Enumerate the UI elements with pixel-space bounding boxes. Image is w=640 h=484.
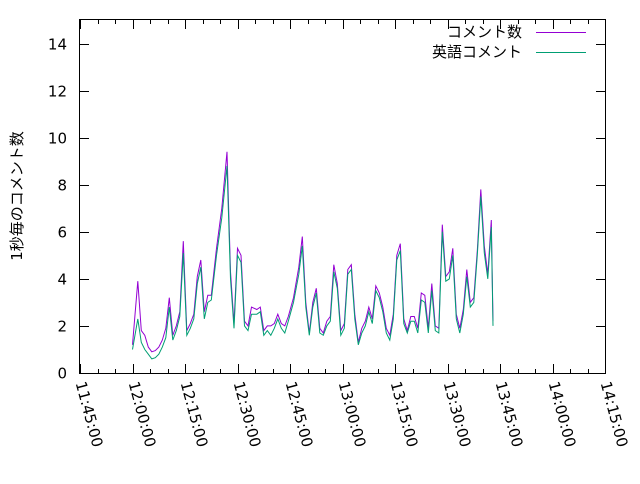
legend-label-1: 英語コメント <box>432 43 522 61</box>
series-line-1 <box>132 165 494 360</box>
y-tick-label-3: 6 <box>57 224 67 242</box>
x-tick-label-10: 14:15:00 <box>597 379 632 449</box>
y-tick-label-1: 2 <box>57 318 67 336</box>
x-tick-label-2: 12:15:00 <box>177 379 212 449</box>
x-tick-label-4: 12:45:00 <box>282 379 317 449</box>
x-tick-label-8: 13:45:00 <box>492 379 527 449</box>
series-group <box>132 151 494 360</box>
x-tick-label-7: 13:30:00 <box>440 379 475 449</box>
y-tick-label-6: 12 <box>48 83 67 101</box>
x-tick-label-3: 12:30:00 <box>230 379 265 449</box>
x-tick-label-0: 11:45:00 <box>72 379 107 449</box>
y-tick-label-7: 14 <box>48 36 67 54</box>
x-tick-label-1: 12:00:00 <box>125 379 160 449</box>
x-tick-label-5: 13:00:00 <box>335 379 370 449</box>
y-tick-label-2: 4 <box>57 271 67 289</box>
x-tick-label-6: 13:15:00 <box>387 379 422 449</box>
axes-group: 0 2 4 6 8 10 12 14 11:45:00 12:00:00 12:15:00 12:30… <box>48 20 632 449</box>
y-tick-label-5: 10 <box>48 130 67 148</box>
x-tick-label-9: 14:00:00 <box>545 379 580 449</box>
y-tick-label-0: 0 <box>57 365 67 383</box>
y-axis-label: 1秒毎のコメント数 <box>8 131 26 261</box>
plot-border <box>79 19 606 374</box>
y-tick-label-4: 8 <box>57 177 67 195</box>
legend-label-0: コメント数 <box>447 23 522 41</box>
